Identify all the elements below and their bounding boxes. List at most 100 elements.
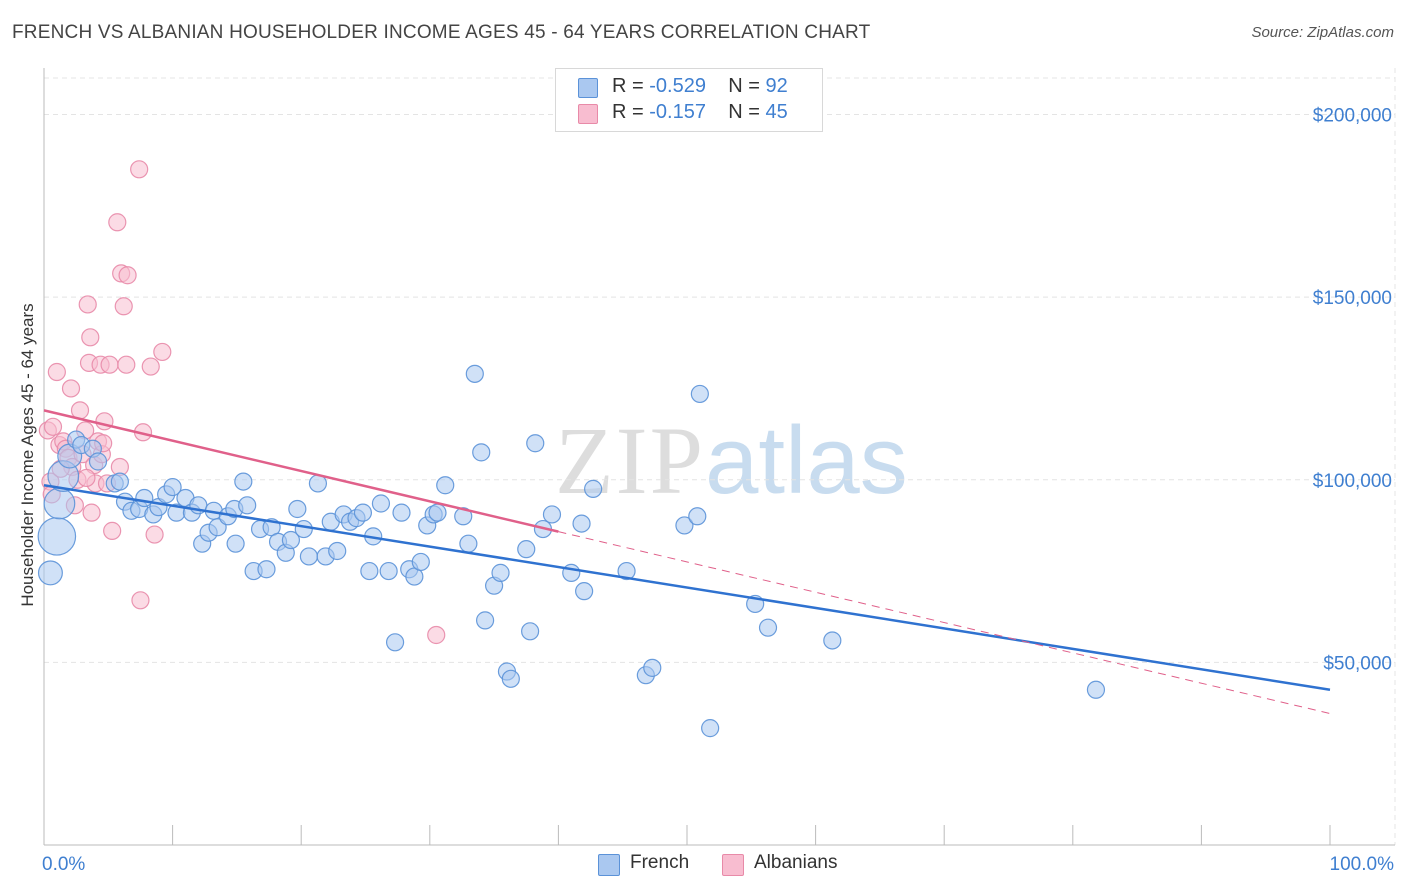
- legend-r-value: -0.157: [649, 101, 706, 123]
- legend-n-label: N =: [728, 101, 766, 123]
- french-point: [226, 534, 245, 553]
- albanian-point: [47, 362, 66, 382]
- french-point: [617, 561, 636, 581]
- french-point: [675, 516, 694, 535]
- x-tick-label: 0.0%: [42, 854, 85, 875]
- albanian-swatch-icon: [578, 104, 598, 124]
- french-point: [542, 505, 562, 524]
- french-point: [688, 507, 707, 526]
- french-point: [299, 547, 319, 566]
- french-swatch-icon: [578, 78, 598, 98]
- french-point: [88, 452, 108, 471]
- albanian-point: [130, 160, 149, 179]
- y-tick-label: $100,000: [1313, 471, 1392, 492]
- albanian-point: [77, 468, 96, 488]
- albanian-point: [153, 342, 172, 362]
- axes: [43, 68, 1395, 846]
- french-point: [385, 633, 405, 652]
- albanian-point: [100, 355, 119, 374]
- legend-n-value: 92: [765, 75, 788, 97]
- french-point: [572, 514, 591, 533]
- french-trend-line: [43, 484, 1331, 692]
- albanian-point: [108, 213, 127, 232]
- french-point: [288, 499, 307, 519]
- watermark-atlas: atlas: [705, 407, 908, 514]
- french-point: [360, 561, 379, 581]
- albanian-point: [145, 525, 164, 544]
- french-point: [517, 540, 536, 559]
- albanian-trend-line: [43, 409, 559, 533]
- albanian-trend-extension: [558, 531, 1331, 715]
- y-tick-label: $50,000: [1323, 653, 1392, 674]
- correlation-legend: R = -0.529 N = 92 R = -0.157 N = 45: [555, 68, 823, 132]
- albanian-point: [131, 591, 150, 610]
- french-point: [690, 384, 709, 404]
- french-point: [43, 487, 76, 520]
- french-point: [454, 507, 473, 526]
- albanian-point: [427, 625, 446, 645]
- albanian-legend-icon: [722, 854, 744, 876]
- legend-r-label: R =: [612, 75, 650, 97]
- french-point: [643, 658, 662, 677]
- albanian-points: [38, 160, 446, 645]
- albanian-point: [82, 503, 101, 522]
- y-tick-label: $150,000: [1313, 288, 1392, 309]
- french-point: [584, 479, 603, 498]
- trend-lines: [43, 409, 1331, 715]
- legend-n-value: 45: [765, 101, 788, 123]
- french-point: [701, 719, 720, 738]
- french-point: [234, 472, 253, 491]
- albanian-point: [141, 357, 160, 376]
- albanian-point: [118, 266, 137, 285]
- albanian-point: [117, 355, 136, 374]
- albanian-point: [43, 417, 63, 436]
- french-point: [110, 472, 129, 491]
- y-axis-label: Householder Income Ages 45 - 64 years: [18, 303, 37, 606]
- french-point: [328, 541, 347, 561]
- french-point: [257, 560, 276, 579]
- tick-labels: $50,000 $100,000 $150,000 $200,000 0.0% 100.0…: [18, 106, 1394, 875]
- legend-french-text: R = -0.529 N = 92: [612, 75, 788, 98]
- french-point: [472, 443, 491, 462]
- french-point: [163, 477, 182, 497]
- bottom-legend-french-label: French: [630, 852, 690, 873]
- french-point: [37, 560, 63, 586]
- french-point: [758, 618, 778, 637]
- french-point: [379, 561, 398, 581]
- source-label: Source: ZipAtlas.com: [1251, 24, 1394, 41]
- albanian-point: [78, 295, 97, 314]
- french-point: [475, 611, 495, 630]
- french-point: [371, 494, 391, 513]
- french-point: [392, 503, 411, 522]
- albanian-point: [81, 328, 100, 347]
- legend-r-value: -0.529: [649, 75, 706, 97]
- french-point: [465, 364, 484, 383]
- french-points: [37, 364, 1106, 738]
- french-point: [521, 622, 540, 641]
- french-point: [281, 530, 301, 550]
- french-point: [37, 517, 77, 556]
- bottom-legend-albanian-label: Albanians: [754, 852, 838, 873]
- albanian-point: [114, 297, 133, 316]
- zipatlas-watermark: ZIPatlas: [555, 405, 908, 516]
- french-point: [238, 496, 257, 515]
- french-point: [575, 582, 594, 601]
- french-point: [1086, 680, 1106, 699]
- french-point: [411, 552, 430, 572]
- chart-title: FRENCH VS ALBANIAN HOUSEHOLDER INCOME AG…: [12, 22, 871, 43]
- legend-n-label: N =: [728, 75, 766, 97]
- legend-albanian-text: R = -0.157 N = 45: [612, 101, 788, 124]
- legend-r-label: R =: [612, 101, 650, 123]
- french-point: [526, 434, 545, 453]
- french-point: [294, 519, 313, 539]
- x-tick-label: 100.0%: [1330, 854, 1395, 875]
- french-point: [491, 563, 510, 582]
- albanian-point: [103, 521, 122, 540]
- watermark-zip: ZIP: [555, 407, 705, 514]
- french-point: [353, 503, 373, 522]
- french-point: [459, 534, 478, 553]
- y-tick-label: $200,000: [1313, 106, 1392, 127]
- french-point: [436, 476, 455, 495]
- grid-lines: [44, 68, 1396, 845]
